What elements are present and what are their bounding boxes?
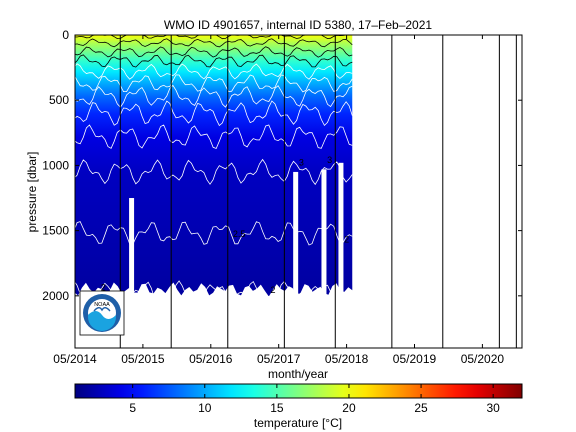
plot-frame	[74, 34, 523, 349]
plot-area: 2 3 3 2.5 2 2	[75, 35, 517, 348]
data-gaps	[129, 162, 344, 303]
logo-wave	[88, 311, 116, 331]
colorbar-tick-label: 10	[198, 401, 212, 415]
colorbar-tick-label: 20	[342, 401, 356, 415]
y-tick-label: 0	[62, 28, 69, 42]
x-tick-label: 05/2019	[393, 352, 437, 366]
contour-label: 3	[299, 157, 304, 167]
colorbar-tick-label: 25	[414, 401, 428, 415]
y-axis-label: pressure [dbar]	[25, 152, 39, 233]
x-tick-label: 05/2018	[325, 352, 369, 366]
x-tick-label: 05/2014	[53, 352, 97, 366]
x-tick-label: 05/2017	[257, 352, 301, 366]
logo-gull	[93, 307, 111, 312]
colorbar	[74, 383, 523, 399]
gap-column	[293, 171, 299, 303]
gap-column	[129, 198, 135, 303]
x-axis-label: month/year	[268, 367, 328, 381]
temperature-field	[75, 35, 353, 297]
colorbar-tick-label: 15	[270, 401, 284, 415]
contour-label: 2.5	[233, 229, 246, 239]
noaa-logo: NOAA	[79, 290, 125, 336]
logo-text: NOAA	[94, 302, 110, 308]
chart-title: WMO ID 4901657, internal ID 5380, 17–Feb…	[164, 18, 432, 32]
y-tick-label: 2000	[42, 289, 69, 303]
colorbar-tick-label: 5	[129, 401, 136, 415]
x-tick-label: 05/2016	[189, 352, 233, 366]
y-tick-label: 1000	[42, 158, 69, 172]
gap-column	[321, 169, 327, 303]
x-axis: 05/2014 05/2015 05/2016 05/2017 05/2018 05/20…	[53, 35, 504, 366]
isotherm-lines: 2 3 3 2.5 2 2	[75, 35, 353, 307]
y-tick-label: 1500	[42, 224, 69, 238]
y-axis: 0 500 1000 1500 2000	[42, 28, 522, 303]
colorbar-tick-label: 30	[486, 401, 500, 415]
contour-label: 2	[344, 234, 349, 244]
colorbar-label: temperature [°C]	[254, 416, 342, 430]
colorbar-ticks: 5 10 15 20 25 30	[129, 384, 500, 415]
contour-label: 2	[271, 285, 276, 295]
cycle-lines	[119, 35, 517, 348]
contour-label: 3	[327, 155, 332, 165]
y-tick-label: 500	[49, 93, 69, 107]
x-tick-label: 05/2015	[121, 352, 165, 366]
x-tick-label: 05/2020	[461, 352, 505, 366]
contour-label: 2	[101, 283, 106, 293]
gap-column	[338, 162, 344, 303]
